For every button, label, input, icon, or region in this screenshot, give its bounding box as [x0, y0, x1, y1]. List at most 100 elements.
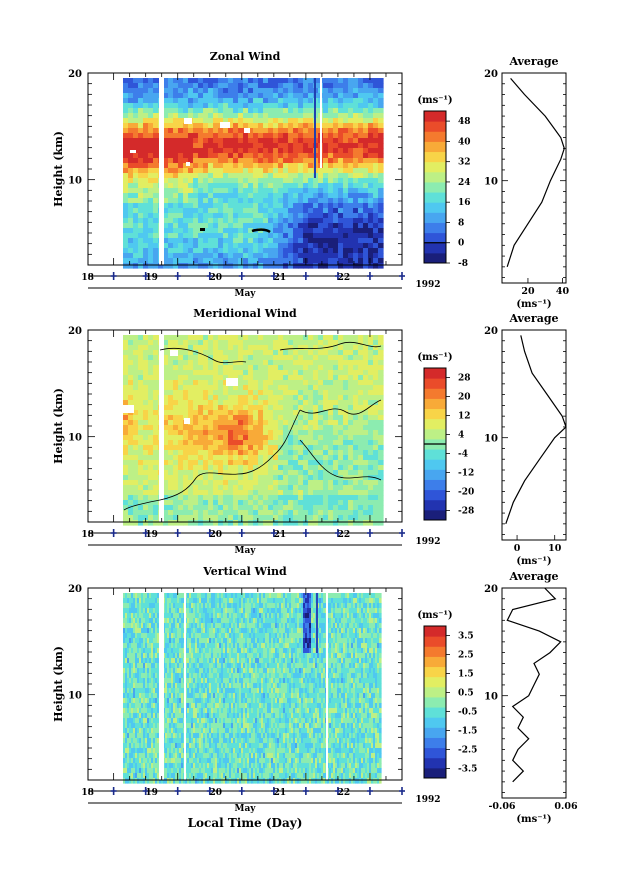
heatmap-cell — [313, 340, 319, 346]
heatmap-cell — [213, 238, 219, 244]
heatmap-cell — [323, 183, 329, 189]
heatmap-cell — [228, 490, 234, 496]
heatmap-cell — [228, 470, 234, 476]
heatmap-cell — [128, 163, 134, 169]
heatmap-cell — [208, 440, 214, 446]
heatmap-cell — [338, 118, 344, 124]
heatmap-cell — [133, 668, 136, 674]
heatmap-cell — [193, 380, 199, 386]
profile-line — [506, 78, 565, 267]
heatmap-cell — [143, 688, 146, 694]
heatmap-cell — [273, 445, 279, 451]
heatmap-cell — [123, 658, 126, 664]
heatmap-cell — [198, 218, 204, 224]
heatmap-cell — [148, 188, 154, 194]
heatmap-cell — [137, 643, 140, 649]
heatmap-cell — [153, 618, 156, 624]
heatmap-cell — [318, 208, 324, 214]
heatmap-cell — [129, 608, 132, 614]
heatmap-cell — [123, 515, 129, 521]
heatmap-cell — [123, 83, 129, 89]
heatmap-cell — [129, 728, 132, 734]
heatmap-cell — [208, 510, 214, 516]
heatmap-cell — [143, 198, 149, 204]
heatmap-cell — [203, 425, 209, 431]
heatmap-cell — [163, 480, 169, 486]
heatmap-cell — [163, 208, 169, 214]
heatmap-cell — [183, 455, 189, 461]
heatmap-cell — [278, 163, 284, 169]
heatmap-cell — [178, 370, 184, 376]
heatmap-cell — [203, 263, 209, 269]
heatmap-cell — [153, 435, 159, 441]
heatmap-cell — [348, 380, 354, 386]
heatmap-cell — [123, 703, 126, 709]
heatmap-cell — [133, 258, 139, 264]
heatmap-cell — [353, 480, 359, 486]
heatmap-cell — [153, 243, 159, 249]
heatmap-cell — [218, 148, 224, 154]
heatmap-cell — [188, 238, 194, 244]
heatmap-cell — [328, 485, 334, 491]
heatmap-cell — [141, 693, 144, 699]
heatmap-cell — [343, 248, 349, 254]
heatmap-cell — [203, 258, 209, 264]
heatmap-cell — [123, 728, 126, 734]
heatmap-cell — [123, 128, 129, 134]
heatmap-cell — [141, 688, 144, 694]
heatmap-cell — [138, 198, 144, 204]
heatmap-cell — [258, 108, 264, 114]
heatmap-cell — [125, 643, 128, 649]
heatmap-cell — [149, 678, 152, 684]
heatmap-cell — [343, 495, 349, 501]
heatmap-cell — [353, 500, 359, 506]
heatmap-cell — [313, 505, 319, 511]
heatmap-cell — [153, 470, 159, 476]
heatmap-cell — [151, 608, 154, 614]
heatmap-cell — [253, 505, 259, 511]
heatmap-cell — [293, 440, 299, 446]
heatmap-cell — [238, 88, 244, 94]
heatmap-cell — [198, 450, 204, 456]
heatmap-cell — [178, 460, 184, 466]
heatmap-cell — [138, 243, 144, 249]
heatmap-cell — [308, 118, 314, 124]
heatmap-cell — [153, 253, 159, 259]
heatmap-cell — [233, 435, 239, 441]
heatmap-cell — [258, 143, 264, 149]
heatmap-cell — [131, 708, 134, 714]
heatmap-cell — [298, 253, 304, 259]
heatmap-cell — [268, 450, 274, 456]
heatmap-cell — [208, 385, 214, 391]
heatmap-cell — [313, 248, 319, 254]
heatmap-cell — [318, 485, 324, 491]
heatmap-cell — [188, 88, 194, 94]
heatmap-cell — [268, 178, 274, 184]
heatmap-cell — [208, 340, 214, 346]
heatmap-cell — [343, 203, 349, 209]
heatmap-cell — [183, 435, 189, 441]
heatmap-cell — [268, 395, 274, 401]
heatmap-cell — [188, 143, 194, 149]
heatmap-cell — [127, 733, 130, 739]
colorbar-swatch — [424, 141, 446, 153]
heatmap-cell — [353, 83, 359, 89]
heatmap-cell — [368, 193, 374, 199]
heatmap-cell — [193, 500, 199, 506]
heatmap-cell — [298, 228, 304, 234]
heatmap-cell — [353, 460, 359, 466]
heatmap-cell — [208, 435, 214, 441]
heatmap-cell — [263, 340, 269, 346]
heatmap-cell — [243, 500, 249, 506]
heatmap-cell — [133, 440, 139, 446]
heatmap-cell — [263, 248, 269, 254]
heatmap-cell — [308, 365, 314, 371]
heatmap-cell — [223, 188, 229, 194]
profile-y-label: 20 — [484, 69, 498, 80]
heatmap-cell — [153, 490, 159, 496]
heatmap-cell — [303, 98, 309, 104]
heatmap-cell — [143, 385, 149, 391]
heatmap-cell — [129, 678, 132, 684]
heatmap-cell — [183, 510, 189, 516]
heatmap-cell — [188, 420, 194, 426]
